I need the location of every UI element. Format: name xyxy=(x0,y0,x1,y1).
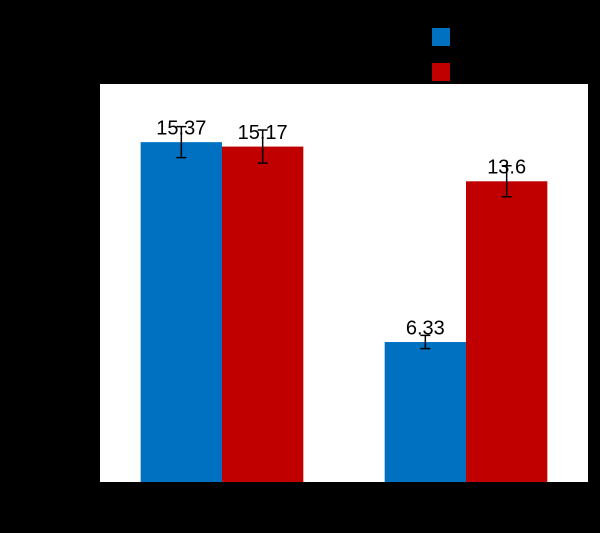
bar xyxy=(466,181,548,483)
legend-swatch xyxy=(432,63,450,81)
error-bar xyxy=(257,129,268,164)
data-label: 15.17 xyxy=(238,122,288,144)
legend-swatch xyxy=(432,28,450,46)
data-label: 13.6 xyxy=(487,157,526,179)
error-bar xyxy=(501,165,512,198)
bar xyxy=(140,142,222,482)
bar xyxy=(384,342,466,482)
data-label: 6.33 xyxy=(406,317,445,339)
error-bar xyxy=(420,334,431,350)
bar xyxy=(222,146,304,482)
data-label: 15.37 xyxy=(156,117,206,139)
error-bar xyxy=(176,125,187,159)
